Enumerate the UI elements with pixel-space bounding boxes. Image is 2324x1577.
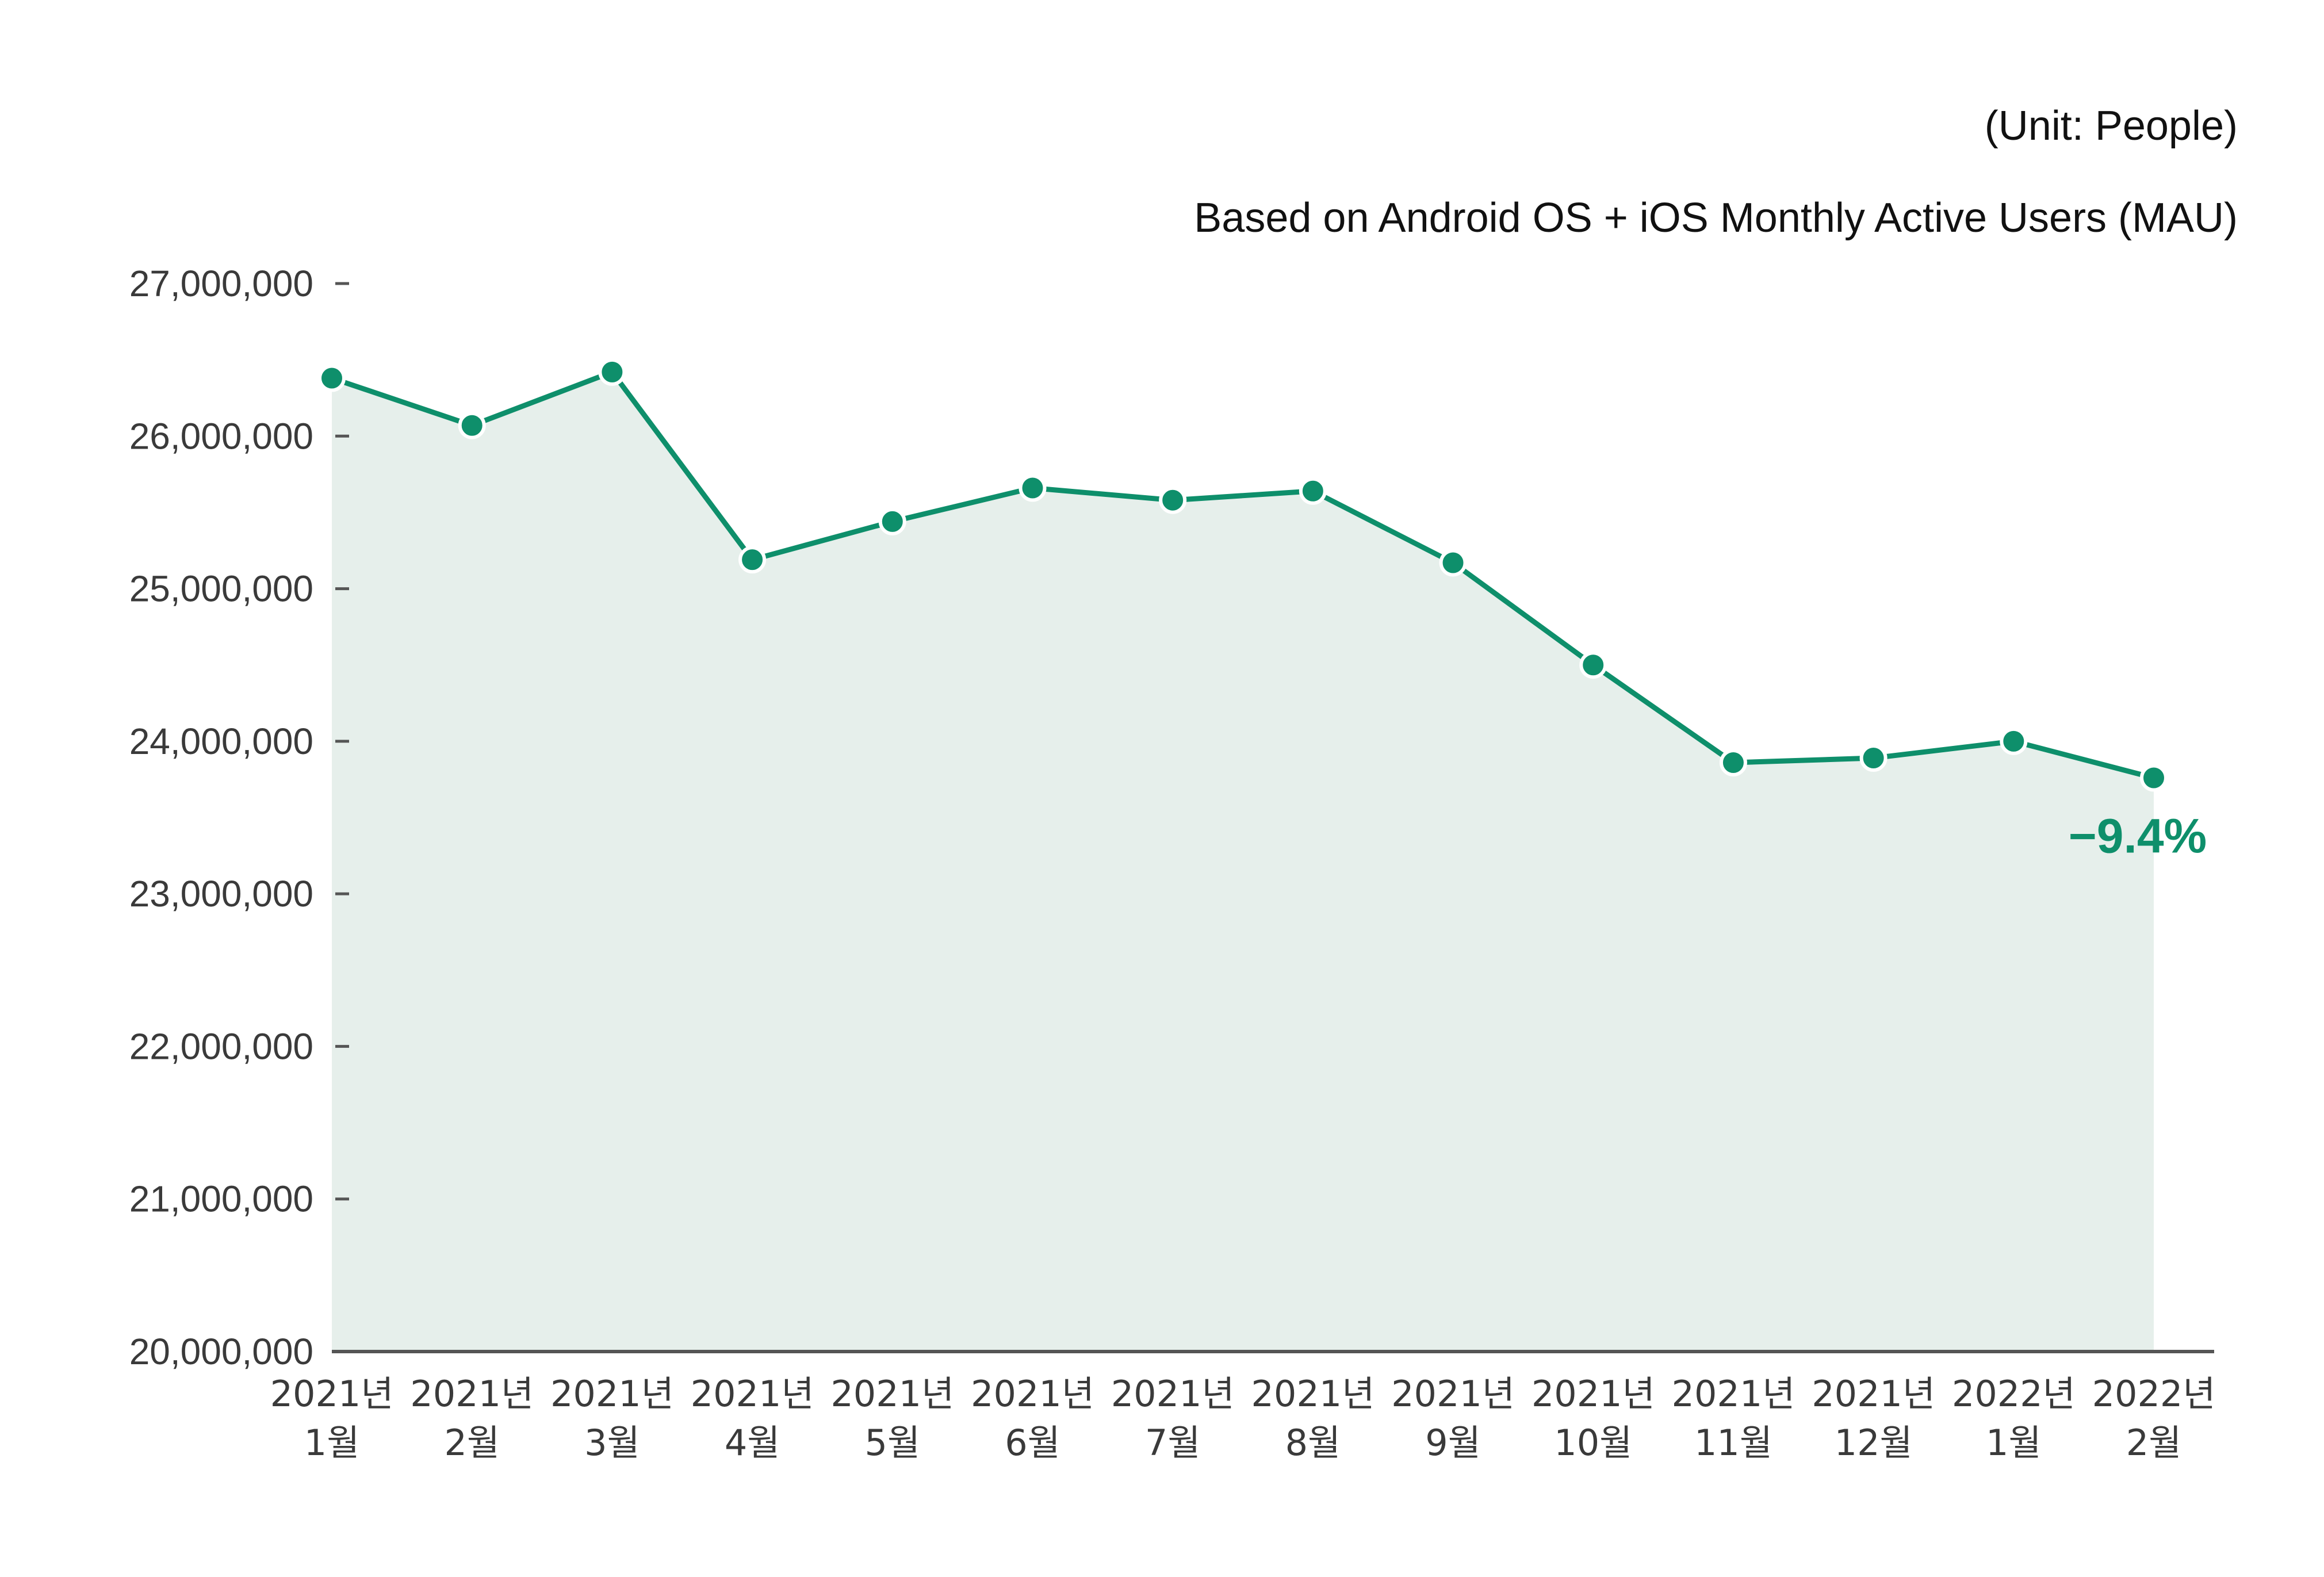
area-fill — [332, 372, 2154, 1352]
data-point — [458, 411, 486, 439]
x-tick-label-year: 2022년 — [2092, 1373, 2216, 1415]
data-point — [1859, 744, 1887, 772]
y-tick-label: 21,000,000 — [129, 1178, 313, 1220]
x-tick-label-month: 12월 — [1835, 1422, 1913, 1464]
data-point — [598, 358, 626, 386]
data-point — [738, 546, 767, 574]
data-point — [1299, 477, 1327, 505]
x-tick-label-year: 2021년 — [550, 1373, 674, 1415]
data-point — [1439, 549, 1467, 577]
data-point — [1719, 748, 1747, 776]
x-tick-label-month: 7월 — [1145, 1422, 1201, 1464]
y-tick-label: 27,000,000 — [129, 263, 313, 304]
x-tick-label-year: 2021년 — [1391, 1373, 1515, 1415]
x-axis: 2021년 1월 2021년 2월 2021년 3월 2021년 4월 2021년 5월 2021년… — [270, 1373, 2216, 1464]
x-tick-label-month: 8월 — [1285, 1422, 1341, 1464]
x-tick-label-year: 2021년 — [971, 1373, 1094, 1415]
x-tick-label-year: 2021년 — [1532, 1373, 1655, 1415]
y-axis: 20,000,000 21,000,000 22,000,000 23,000,000… — [129, 263, 349, 1372]
x-tick-label-month: 1월 — [1986, 1422, 2042, 1464]
change-annotation: −9.4% — [2069, 809, 2207, 863]
x-tick-label-month: 9월 — [1425, 1422, 1481, 1464]
x-tick-label-year: 2021년 — [270, 1373, 394, 1415]
x-tick-label-year: 2021년 — [1111, 1373, 1235, 1415]
data-point — [1159, 486, 1187, 514]
x-tick-label-month: 3월 — [584, 1422, 640, 1464]
y-tick-label: 24,000,000 — [129, 721, 313, 762]
basis-note: Based on Android OS + iOS Monthly Active… — [1194, 195, 2238, 241]
series-line — [331, 369, 2155, 780]
x-tick-label-year: 2021년 — [830, 1373, 954, 1415]
data-points — [318, 358, 2168, 792]
y-tick-label: 25,000,000 — [129, 568, 313, 610]
x-tick-label-year: 2021년 — [1672, 1373, 1795, 1415]
x-tick-label-month: 5월 — [865, 1422, 921, 1464]
x-tick-label-month: 10월 — [1554, 1422, 1632, 1464]
data-point — [1019, 474, 1047, 502]
x-tick-label-month: 4월 — [725, 1422, 780, 1464]
x-tick-label-month: 2월 — [2126, 1422, 2182, 1464]
x-tick-label-year: 2021년 — [1812, 1373, 1935, 1415]
y-tick-label: 22,000,000 — [129, 1025, 313, 1067]
data-point — [878, 507, 906, 535]
x-tick-label-year: 2021년 — [410, 1373, 534, 1415]
x-tick-label-month: 11월 — [1694, 1422, 1772, 1464]
y-tick-label: 23,000,000 — [129, 873, 313, 914]
y-tick-label: 20,000,000 — [129, 1331, 313, 1372]
y-tick-label: 26,000,000 — [129, 415, 313, 457]
data-point — [1579, 651, 1607, 679]
data-point — [318, 364, 346, 392]
x-tick-label-month: 2월 — [444, 1422, 500, 1464]
x-tick-label-month: 1월 — [304, 1422, 360, 1464]
x-tick-label-month: 6월 — [1005, 1422, 1060, 1464]
data-point — [2140, 764, 2168, 792]
data-point — [2000, 727, 2028, 755]
unit-note: (Unit: People) — [1984, 103, 2238, 149]
x-tick-label-year: 2021년 — [691, 1373, 814, 1415]
x-tick-label-year: 2021년 — [1251, 1373, 1375, 1415]
x-tick-label-year: 2022년 — [1952, 1373, 2076, 1415]
